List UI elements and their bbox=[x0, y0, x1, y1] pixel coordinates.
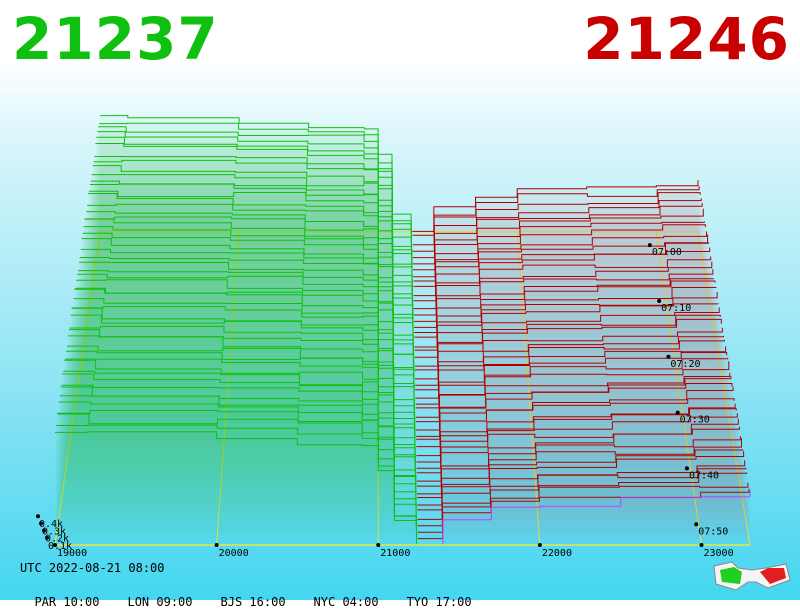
time-tick-label-3: 07:30 bbox=[680, 415, 710, 426]
time-tick-label-5: 07:50 bbox=[698, 526, 728, 537]
y-tick-mark-3 bbox=[36, 514, 40, 518]
x-tick-label-1: 20000 bbox=[219, 548, 249, 559]
city-time-tyo: TYO 17:00 bbox=[407, 595, 472, 609]
x-tick-label-2: 21000 bbox=[380, 548, 410, 559]
time-tick-label-2: 07:20 bbox=[670, 359, 700, 370]
depth-curves bbox=[55, 116, 750, 545]
x-tick-mark-2 bbox=[376, 543, 380, 547]
city-time-lon: LON 09:00 bbox=[127, 595, 192, 609]
x-tick-mark-3 bbox=[538, 543, 542, 547]
x-tick-mark-1 bbox=[215, 543, 219, 547]
city-time-par: PAR 10:00 bbox=[34, 595, 99, 609]
time-tick-label-0: 07:00 bbox=[652, 247, 682, 258]
time-tick-label-4: 07:40 bbox=[689, 470, 719, 481]
utc-time: UTC 2022-08-21 08:00 bbox=[20, 561, 165, 575]
city-times: PAR 10:00 LON 09:00 BJS 16:00 NYC 04:00 TYO … bbox=[20, 581, 500, 609]
3d-glasses-icon[interactable] bbox=[712, 558, 792, 592]
city-time-nyc: NYC 04:00 bbox=[314, 595, 379, 609]
bid-area-49 bbox=[55, 432, 417, 545]
y-tick-label-3: 0.4k bbox=[39, 519, 63, 530]
x-tick-label-3: 22000 bbox=[542, 548, 572, 559]
x-tick-mark-4 bbox=[700, 543, 704, 547]
city-time-bjs: BJS 16:00 bbox=[221, 595, 286, 609]
time-tick-label-1: 07:10 bbox=[661, 303, 691, 314]
